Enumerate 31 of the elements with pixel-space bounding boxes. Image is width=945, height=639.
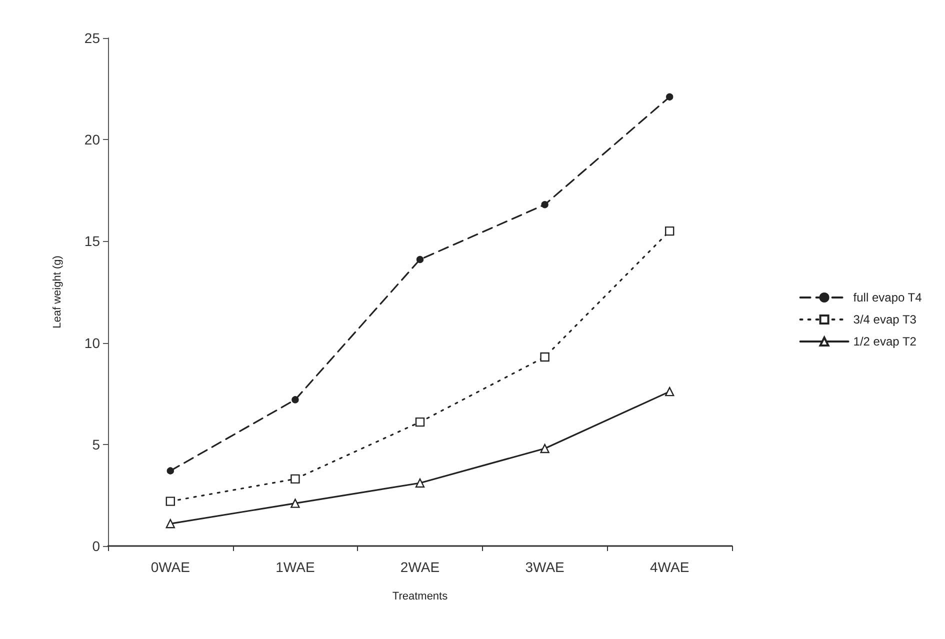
point xyxy=(416,256,424,264)
point xyxy=(290,498,300,508)
x-tick-label: 2WAE xyxy=(400,559,440,575)
x-axis-title: Treatments xyxy=(392,590,448,602)
y-tick-label: 20 xyxy=(84,132,100,148)
legend-label: 1/2 evap T2 xyxy=(853,334,917,348)
x-tick-label: 3WAE xyxy=(525,559,564,575)
point xyxy=(166,496,175,506)
point xyxy=(415,417,425,427)
point xyxy=(666,93,674,101)
y-tick-label: 25 xyxy=(84,30,100,46)
point xyxy=(540,444,550,454)
legend-label: full evapo T4 xyxy=(853,290,922,304)
y-tick-label: 10 xyxy=(84,334,100,351)
point xyxy=(665,386,674,396)
x-tick-label: 0WAE xyxy=(150,559,190,575)
y-tick-label: 15 xyxy=(84,233,100,250)
y-tick-label: 5 xyxy=(92,436,100,452)
legend-label: 3/4 evap T3 xyxy=(853,312,917,326)
y-tick-label: 0 xyxy=(92,538,100,554)
point xyxy=(665,226,674,236)
point xyxy=(540,352,550,362)
point xyxy=(541,201,548,208)
x-tick-label: 4WAE xyxy=(650,559,690,575)
y-axis-title: Leaf weight (g) xyxy=(52,256,64,328)
x-tick-label: 1WAE xyxy=(276,559,315,575)
point xyxy=(415,478,425,488)
point xyxy=(166,467,174,474)
point xyxy=(166,519,175,528)
point xyxy=(290,474,300,484)
point xyxy=(292,396,299,404)
